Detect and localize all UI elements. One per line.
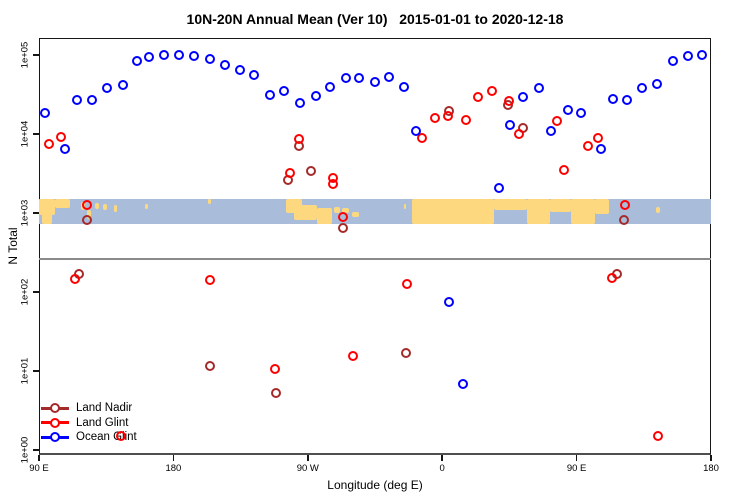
land-segment <box>494 199 528 211</box>
x-tick-mark <box>172 455 175 461</box>
x-tick-mark <box>575 455 578 461</box>
land-segment <box>316 207 333 225</box>
y-tick-mark <box>33 54 39 56</box>
legend-row-land-glint: Land Glint <box>40 416 190 431</box>
legend-label-land-glint: Land Glint <box>76 416 129 429</box>
x-tick-label: 90 E <box>566 463 587 474</box>
y-tick-mark <box>33 212 39 214</box>
y-axis-label: N Total <box>6 227 20 265</box>
chart-title: 10N-20N Annual Mean (Ver 10) 2015-01-01 … <box>186 11 564 27</box>
x-tick-label: 180 <box>165 463 182 474</box>
land-segment <box>351 211 359 218</box>
y-tick-mark <box>33 291 39 293</box>
x-tick-label: 180 <box>703 463 719 474</box>
land-segment <box>404 204 407 210</box>
legend-label-ocean-glint: Ocean Glint <box>76 431 137 444</box>
land-segment <box>95 202 99 210</box>
y-tick-label: 1e+01 <box>19 357 31 385</box>
y-tick-mark <box>33 449 39 451</box>
x-tick-mark <box>710 455 712 461</box>
land-segment <box>113 205 118 212</box>
y-tick-label: 1e+04 <box>19 120 31 148</box>
ocean-glint-marker-icon <box>40 430 70 445</box>
land-segment <box>570 199 595 225</box>
land-segment <box>655 206 661 213</box>
land-segment <box>80 201 86 211</box>
land-segment <box>41 214 53 225</box>
legend: Land Nadir Land Glint Ocean Glint <box>40 401 190 445</box>
land-segment <box>103 204 107 211</box>
x-tick-label: 90 W <box>296 463 319 474</box>
y-tick-label: 1e+02 <box>19 278 31 306</box>
y-tick-label: 1e+05 <box>19 41 31 69</box>
x-axis-label: Longitude (deg E) <box>327 478 423 492</box>
land-segment <box>294 205 317 221</box>
land-segment <box>39 199 56 216</box>
y-tick-label: 1e+00 <box>19 436 31 464</box>
x-tick-mark <box>307 455 309 461</box>
land-glint-marker-icon <box>40 416 70 431</box>
y-tick-mark <box>33 370 39 372</box>
world-map-band <box>39 199 711 225</box>
land-segment <box>208 199 212 204</box>
legend-row-land-nadir: Land Nadir <box>40 401 190 416</box>
plot-area <box>39 38 711 455</box>
land-segment <box>550 199 571 212</box>
y-tick-mark <box>33 133 39 135</box>
land-segment <box>594 199 610 215</box>
land-segment <box>333 206 340 213</box>
legend-label-land-nadir: Land Nadir <box>76 402 133 415</box>
legend-row-ocean-glint: Ocean Glint <box>40 430 190 445</box>
land-nadir-marker-icon <box>40 401 70 416</box>
land-segment <box>145 204 148 210</box>
land-segment <box>86 210 92 220</box>
land-segment <box>55 199 70 208</box>
land-segment <box>412 199 495 225</box>
x-tick-mark <box>441 455 443 461</box>
land-segment <box>342 207 349 213</box>
land-segment <box>527 199 551 225</box>
y-tick-label: 1e+03 <box>19 199 31 227</box>
x-tick-mark <box>38 455 40 461</box>
reference-line <box>39 258 711 261</box>
x-tick-label: 90 E <box>29 463 49 474</box>
x-tick-label: 0 <box>439 463 445 474</box>
